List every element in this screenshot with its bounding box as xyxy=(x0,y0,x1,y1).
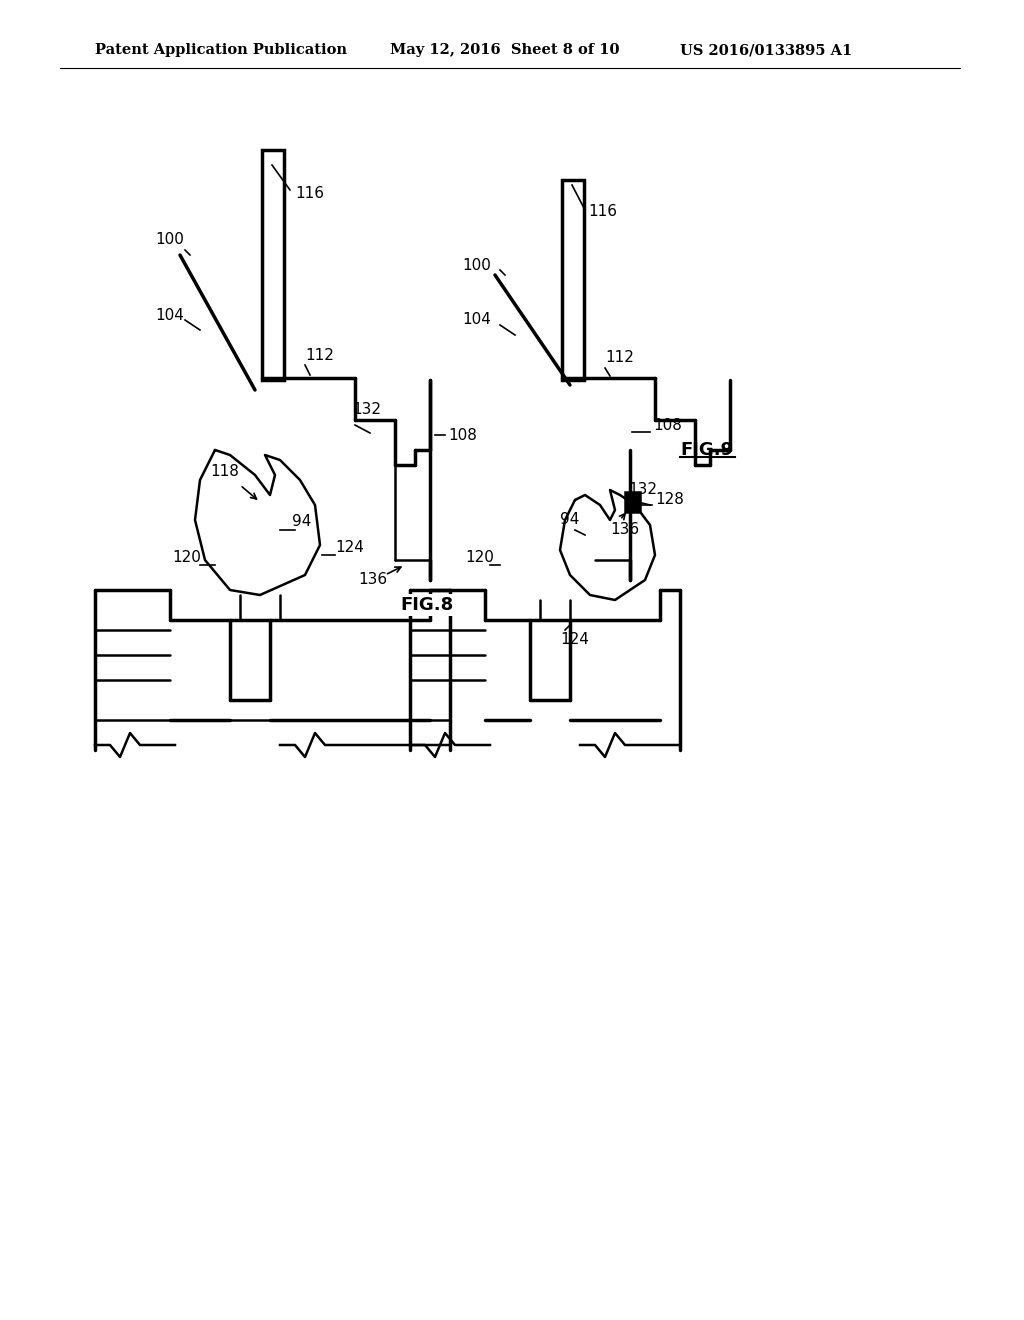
Text: FIG.8: FIG.8 xyxy=(400,597,454,614)
Text: 116: 116 xyxy=(588,205,617,219)
Text: 100: 100 xyxy=(462,257,490,272)
Text: FIG.9: FIG.9 xyxy=(680,441,733,459)
Text: 112: 112 xyxy=(605,351,634,366)
Text: 136: 136 xyxy=(610,523,639,537)
Text: 124: 124 xyxy=(335,540,364,556)
Text: Patent Application Publication: Patent Application Publication xyxy=(95,44,347,57)
Text: 104: 104 xyxy=(462,313,490,327)
Text: 104: 104 xyxy=(155,308,184,322)
Text: 120: 120 xyxy=(172,550,201,565)
Bar xyxy=(262,150,284,380)
Text: 118: 118 xyxy=(210,465,239,479)
Text: 112: 112 xyxy=(305,347,334,363)
Bar xyxy=(625,492,640,512)
Text: 132: 132 xyxy=(352,403,381,417)
Text: 136: 136 xyxy=(358,573,387,587)
Text: 100: 100 xyxy=(155,232,184,248)
Bar xyxy=(562,180,584,380)
Text: 94: 94 xyxy=(292,515,311,529)
Text: 108: 108 xyxy=(449,428,477,442)
Text: 108: 108 xyxy=(653,417,682,433)
Text: 124: 124 xyxy=(560,632,589,648)
Text: 94: 94 xyxy=(560,512,580,528)
Text: 116: 116 xyxy=(295,186,324,201)
Text: May 12, 2016  Sheet 8 of 10: May 12, 2016 Sheet 8 of 10 xyxy=(390,44,620,57)
Text: US 2016/0133895 A1: US 2016/0133895 A1 xyxy=(680,44,852,57)
Text: 132: 132 xyxy=(628,483,657,498)
Text: 128: 128 xyxy=(655,492,684,507)
Text: 120: 120 xyxy=(465,550,494,565)
